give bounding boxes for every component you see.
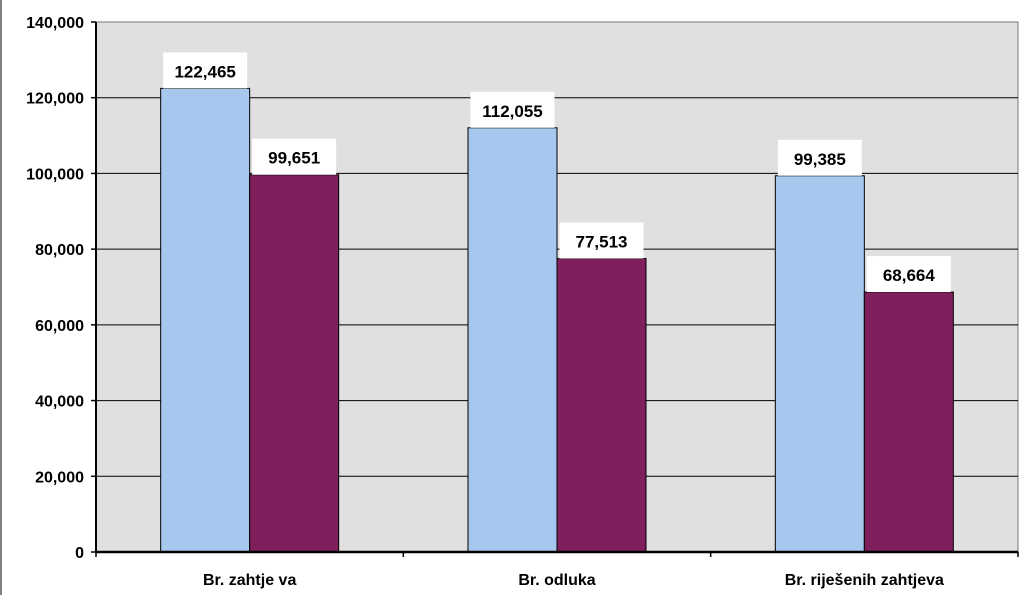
data-label: 122,465 (174, 62, 235, 81)
bar-series-2-3 (863, 291, 954, 553)
axes (91, 21, 1019, 557)
data-label-box (252, 138, 337, 175)
bar-series-2-1 (249, 174, 340, 553)
y-tick-label: 40,000 (35, 394, 84, 411)
y-axis-tick-labels: 0 20,000 40,000 60,000 80,000 100,000 120,000 1… (26, 15, 84, 562)
data-label: 99,385 (794, 150, 846, 169)
y-tick-label: 20,000 (35, 469, 84, 486)
data-label: 68,664 (883, 266, 936, 285)
y-tick-label: 60,000 (35, 318, 84, 335)
y-tick-label: 100,000 (26, 166, 84, 183)
x-category-label: Br. odluka (518, 572, 595, 589)
x-category-label: Br. zahtje va (203, 572, 296, 589)
y-tick-label: 0 (75, 545, 84, 562)
bar-series-1-3 (774, 175, 865, 553)
y-tick-label: 140,000 (26, 15, 84, 32)
x-category-label: Br. riješenih zahtjeva (785, 572, 944, 589)
data-label-box (777, 139, 862, 176)
bar-series-1-2 (467, 127, 558, 553)
y-tick-label: 80,000 (35, 242, 84, 259)
data-label: 77,513 (576, 233, 628, 252)
data-label: 112,055 (482, 102, 543, 121)
data-label-box (559, 222, 644, 259)
data-label: 99,651 (268, 149, 320, 168)
data-labels: 122,465 99,651 112,055 77,513 99,385 68,664 (163, 52, 951, 293)
data-label-box (163, 52, 248, 89)
data-label-box (866, 256, 951, 293)
bars (160, 87, 954, 553)
y-tick-label: 120,000 (26, 91, 84, 108)
x-axis-category-labels: Br. zahtje va Br. odluka Br. riješenih zah… (203, 572, 944, 589)
bar-series-1-1 (160, 87, 251, 553)
bar-series-2-2 (556, 258, 647, 553)
data-label-box (470, 91, 555, 128)
